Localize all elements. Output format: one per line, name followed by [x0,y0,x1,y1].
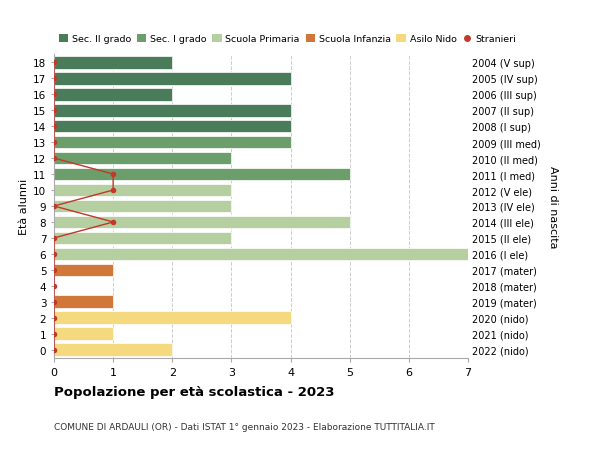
Legend: Sec. II grado, Sec. I grado, Scuola Primaria, Scuola Infanzia, Asilo Nido, Stran: Sec. II grado, Sec. I grado, Scuola Prim… [59,35,516,45]
Bar [54,56,172,69]
Bar [54,168,350,181]
Bar [54,296,113,308]
Bar [54,312,290,325]
Bar [54,232,232,245]
Bar [54,184,232,197]
Bar [54,216,350,229]
Bar [54,344,172,357]
Bar [54,264,113,277]
Bar [54,73,290,85]
Text: Popolazione per età scolastica - 2023: Popolazione per età scolastica - 2023 [54,386,335,398]
Bar [54,200,232,213]
Bar [54,89,172,101]
Bar [54,105,290,117]
Text: COMUNE DI ARDAULI (OR) - Dati ISTAT 1° gennaio 2023 - Elaborazione TUTTITALIA.IT: COMUNE DI ARDAULI (OR) - Dati ISTAT 1° g… [54,422,435,431]
Bar [54,136,290,149]
Bar [54,120,290,133]
Bar [54,328,113,341]
Y-axis label: Anni di nascita: Anni di nascita [548,165,557,248]
Bar [54,248,468,261]
Y-axis label: Età alunni: Età alunni [19,179,29,235]
Bar [54,152,232,165]
